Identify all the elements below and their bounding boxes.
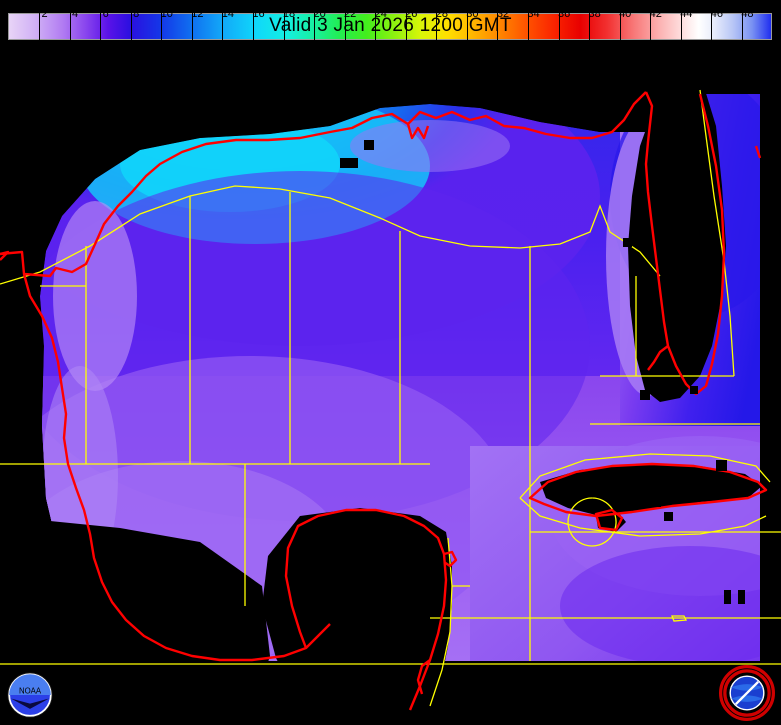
landmass-layer [0, 46, 781, 725]
colorbar-tick-label: 32 [496, 8, 510, 20]
colorbar-tick [589, 12, 591, 43]
colorbar-tick [252, 12, 254, 43]
colorbar-tick-label: 26 [405, 8, 418, 20]
colorbar-tick-label: 46 [710, 8, 723, 20]
colorbar-tick-label: 30 [466, 8, 479, 20]
noaa-logo-text: NOAA [19, 686, 42, 695]
colorbar-tick-label: 18 [282, 8, 296, 20]
colorbar-tick-label: 14 [221, 8, 235, 20]
colorbar-tick [528, 12, 530, 43]
colorbar-tick [436, 12, 438, 43]
colorbar-tick-label: 22 [344, 8, 357, 20]
nodata-pixels [222, 140, 745, 650]
colorbar-tick [405, 12, 407, 43]
colorbar-tick-label: 34 [527, 8, 540, 20]
boundary-layer [0, 89, 781, 707]
colorbar-gradient [9, 14, 771, 39]
colorbar-tick [69, 12, 71, 43]
colorbar-tick-label: 42 [649, 8, 662, 20]
colorbar-tick-label: 44 [680, 8, 693, 20]
colorbar-tick-label: 12 [191, 8, 204, 20]
colorbar-tick [344, 12, 346, 43]
colorbar-tick [466, 12, 468, 43]
colorbar-tick [283, 12, 285, 43]
coastline-layer [0, 91, 768, 711]
colorbar-tick [191, 12, 193, 43]
colorbar-tick [558, 12, 560, 43]
colorbar-tick [375, 12, 377, 43]
colorbar-tick [39, 12, 41, 43]
colorbar-tick [130, 12, 132, 43]
map-canvas[interactable]: NOAA [0, 46, 781, 725]
colorbar-tick [100, 12, 102, 43]
colorbar-tick-label: 4 [72, 8, 79, 20]
colorbar-panel: 2 4 6 8 10 12 14 16 18 20 22 24 26 28 30 32 34 36 38 40 42 44… [0, 0, 781, 46]
colorbar-tick [161, 12, 163, 43]
colorbar-tick [619, 12, 621, 43]
map-svg [0, 46, 781, 725]
colorbar-tick-label: 24 [374, 8, 387, 20]
colorbar-tick-label: 28 [435, 8, 448, 20]
colorbar-tick [650, 12, 652, 43]
colorbar-tick [711, 12, 713, 43]
colorbar[interactable] [8, 12, 772, 43]
colorbar-tick [314, 12, 316, 43]
colorbar-tick [741, 12, 743, 43]
nws-logo[interactable] [719, 665, 775, 721]
colorbar-tick-label: 6 [102, 8, 109, 20]
noaa-logo[interactable]: NOAA [4, 669, 56, 721]
colorbar-tick [680, 12, 682, 43]
colorbar-tick-label: 8 [133, 8, 140, 20]
colorbar-tick-label: 38 [588, 8, 601, 20]
colorbar-tick-label: 20 [313, 8, 326, 20]
colorbar-tick-label: 40 [619, 8, 632, 20]
colorbar-tick [222, 12, 224, 43]
colorbar-tick-label: 48 [741, 8, 754, 20]
colorbar-tick [497, 12, 499, 43]
colorbar-tick-label: 2 [41, 8, 48, 20]
colorbar-tick-label: 10 [160, 8, 173, 20]
colorbar-tick-label: 36 [557, 8, 571, 20]
colorbar-tick-label: 16 [252, 8, 265, 20]
